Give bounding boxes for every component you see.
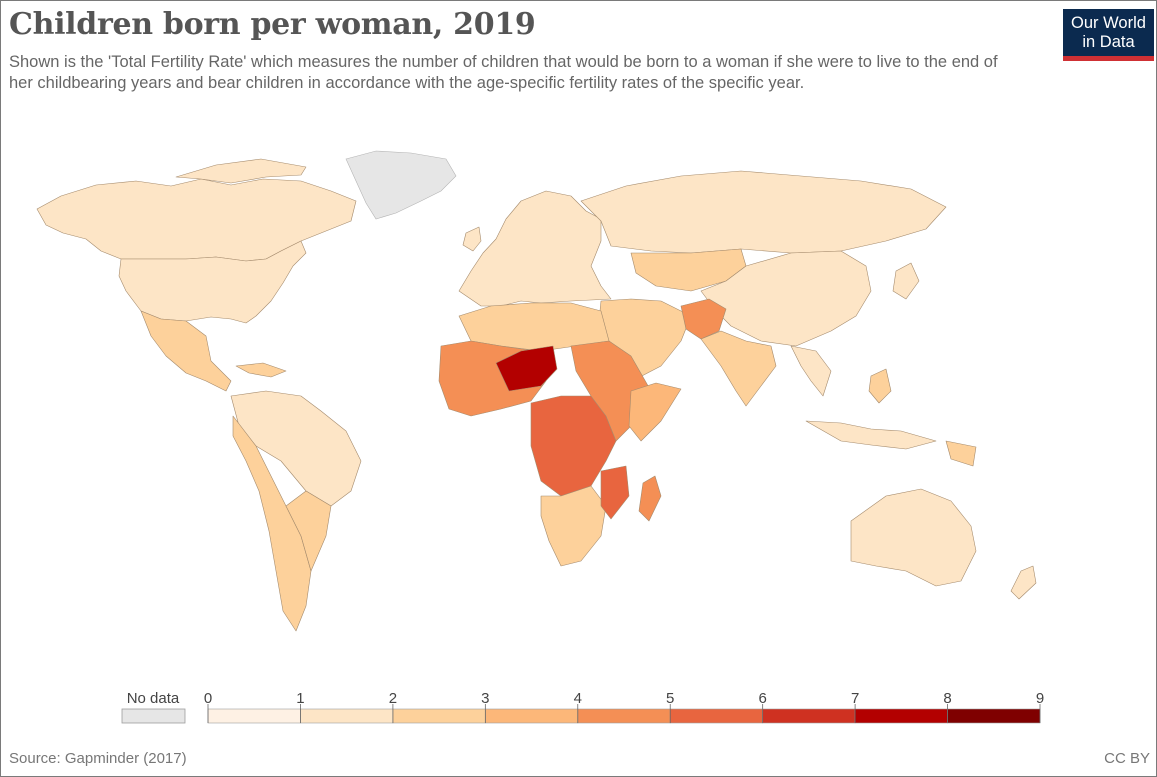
region-india[interactable] [700,330,777,407]
region-andes[interactable] [232,415,312,632]
region-southeast-asia[interactable] [790,345,832,397]
region-niger[interactable] [495,345,558,392]
legend-tick-label: 5 [666,690,674,707]
legend-bin-7[interactable] [854,708,948,724]
region-philippines[interactable] [868,368,892,404]
legend-tick-label: 1 [296,690,304,707]
region-uk[interactable] [462,226,482,252]
legend-bin-1[interactable] [300,708,394,724]
legend-tick-label: 0 [204,690,212,707]
region-mozambique[interactable] [600,465,630,520]
map-legend: No data 0 1 2 3 4 5 6 7 8 9 [121,690,1044,724]
legend-bin-0[interactable] [207,708,301,724]
license-label[interactable]: CC BY [1104,750,1150,767]
legend-tick-label: 7 [851,690,859,707]
region-europe[interactable] [458,190,612,307]
region-mexico-central-america[interactable] [140,310,232,392]
legend-no-data-label: No data [127,690,180,707]
legend-tick-label: 9 [1036,690,1044,707]
region-new-zealand[interactable] [1010,565,1037,600]
legend-bin-8[interactable] [947,708,1041,724]
region-central-africa[interactable] [530,395,617,497]
region-arctic-islands[interactable] [175,158,307,184]
chart-subtitle: Shown is the 'Total Fertility Rate' whic… [9,53,998,92]
legend-tick-label: 3 [481,690,489,707]
legend-tick-label: 8 [943,690,951,707]
region-indonesia[interactable] [805,420,937,450]
region-afghanistan-pakistan[interactable] [680,298,727,340]
region-horn-of-africa[interactable] [628,382,682,442]
legend-bin-6[interactable] [762,708,856,724]
region-caribbean[interactable] [235,362,287,378]
region-russia[interactable] [580,170,947,254]
region-australia[interactable] [850,488,977,587]
source-note[interactable]: Source: Gapminder (2017) [9,750,187,767]
legend-no-data-swatch[interactable] [121,708,186,724]
region-japan[interactable] [892,262,920,300]
chart-title: Children born per woman, 2019 [9,7,536,42]
region-china[interactable] [700,250,872,347]
region-canada-alaska[interactable] [36,178,357,262]
logo-line-2: in Data [1082,33,1135,51]
legend-bin-5[interactable] [669,708,763,724]
legend-tick-label: 2 [389,690,397,707]
logo-line-1: Our World [1071,14,1146,32]
legend-bin-3[interactable] [485,708,579,724]
region-madagascar[interactable] [638,475,662,522]
region-greenland[interactable] [345,150,457,220]
owid-logo[interactable]: Our World in Data [1063,9,1154,61]
legend-bin-4[interactable] [577,708,671,724]
world-map[interactable]: No data 0 1 2 3 4 5 6 7 8 9 [1,141,1156,741]
region-southern-cone[interactable] [285,490,332,572]
legend-bin-2[interactable] [392,708,486,724]
legend-tick-label: 4 [574,690,582,707]
region-papua-new-guinea[interactable] [945,440,977,467]
legend-tick-label: 6 [758,690,766,707]
region-southern-africa[interactable] [540,485,607,567]
